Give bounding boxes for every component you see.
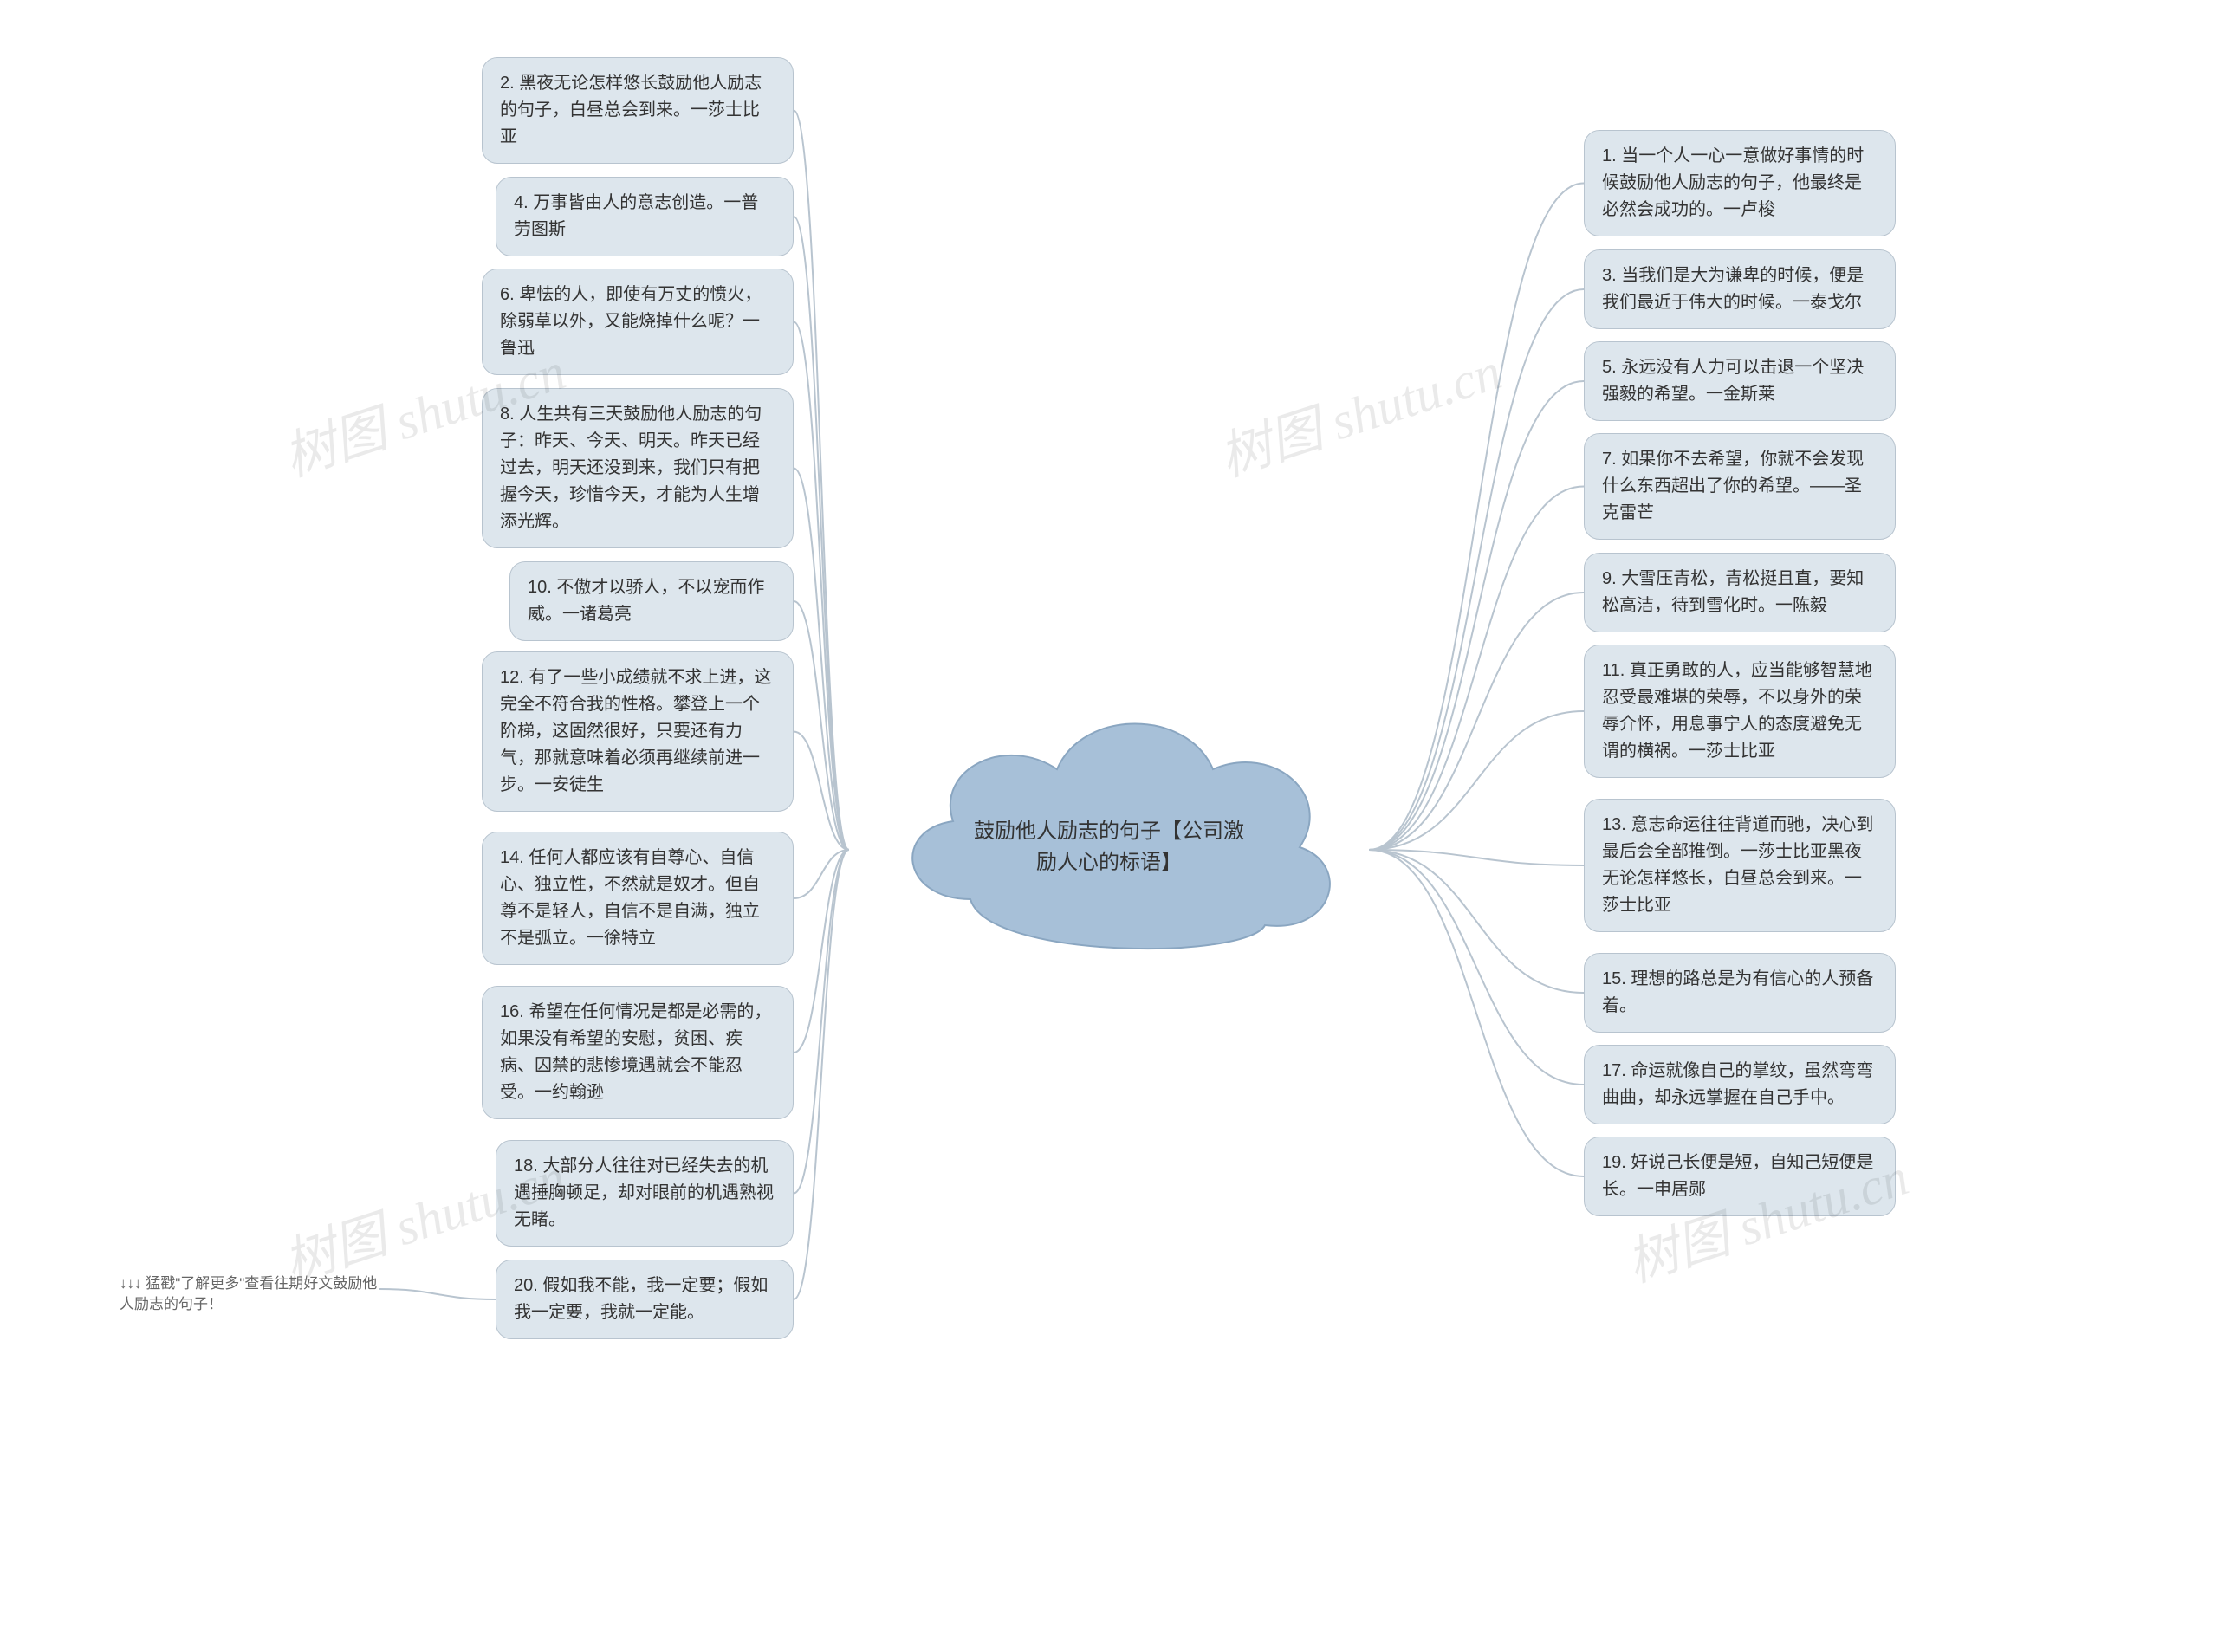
right-node-1: 3. 当我们是大为谦卑的时候，便是我们最近于伟大的时候。一泰戈尔 — [1584, 249, 1896, 329]
left-node-3: 8. 人生共有三天鼓励他人励志的句子：昨天、今天、明天。昨天已经过去，明天还没到… — [482, 388, 794, 548]
left-node-4: 10. 不傲才以骄人，不以宠而作威。一诸葛亮 — [509, 561, 794, 641]
left-node-2: 6. 卑怯的人，即使有万丈的愤火，除弱草以外，又能烧掉什么呢？一鲁迅 — [482, 269, 794, 375]
left-node-9: 20. 假如我不能，我一定要；假如我一定要，我就一定能。 — [496, 1260, 794, 1339]
left-node-1: 4. 万事皆由人的意志创造。一普劳图斯 — [496, 177, 794, 256]
right-node-7: 15. 理想的路总是为有信心的人预备着。 — [1584, 953, 1896, 1033]
left-node-7: 16. 希望在任何情况是都是必需的，如果没有希望的安慰，贫困、疾病、囚禁的悲惨境… — [482, 986, 794, 1119]
center-cloud: 鼓励他人励志的句子【公司激励人心的标语】 — [866, 674, 1352, 977]
center-title: 鼓励他人励志的句子【公司激励人心的标语】 — [866, 674, 1352, 977]
right-node-5: 11. 真正勇敢的人，应当能够智慧地忍受最难堪的荣辱，不以身外的荣辱介怀，用息事… — [1584, 645, 1896, 778]
watermark-2: 树图 shutu.cn — [1209, 329, 1509, 491]
footer-leaf: ↓↓↓ 猛戳"了解更多"查看往期好文鼓励他人励志的句子！ — [120, 1273, 379, 1315]
left-node-6: 14. 任何人都应该有自尊心、自信心、独立性，不然就是奴才。但自尊不是轻人，自信… — [482, 832, 794, 965]
right-node-4: 9. 大雪压青松，青松挺且直，要知松高洁，待到雪化时。一陈毅 — [1584, 553, 1896, 632]
right-node-8: 17. 命运就像自己的掌纹，虽然弯弯曲曲，却永远掌握在自己手中。 — [1584, 1045, 1896, 1124]
right-node-9: 19. 好说己长便是短，自知己短便是长。一申居郧 — [1584, 1137, 1896, 1216]
right-node-2: 5. 永远没有人力可以击退一个坚决强毅的希望。一金斯莱 — [1584, 341, 1896, 421]
right-node-0: 1. 当一个人一心一意做好事情的时候鼓励他人励志的句子，他最终是必然会成功的。一… — [1584, 130, 1896, 236]
left-node-8: 18. 大部分人往往对已经失去的机遇捶胸顿足，却对眼前的机遇熟视无睹。 — [496, 1140, 794, 1247]
left-node-5: 12. 有了一些小成绩就不求上进，这完全不符合我的性格。攀登上一个阶梯，这固然很… — [482, 651, 794, 812]
right-node-3: 7. 如果你不去希望，你就不会发现什么东西超出了你的希望。——圣克雷芒 — [1584, 433, 1896, 540]
right-node-6: 13. 意志命运往往背道而驰，决心到最后会全部推倒。一莎士比亚黑夜无论怎样悠长，… — [1584, 799, 1896, 932]
left-node-0: 2. 黑夜无论怎样悠长鼓励他人励志的句子，白昼总会到来。一莎士比亚 — [482, 57, 794, 164]
